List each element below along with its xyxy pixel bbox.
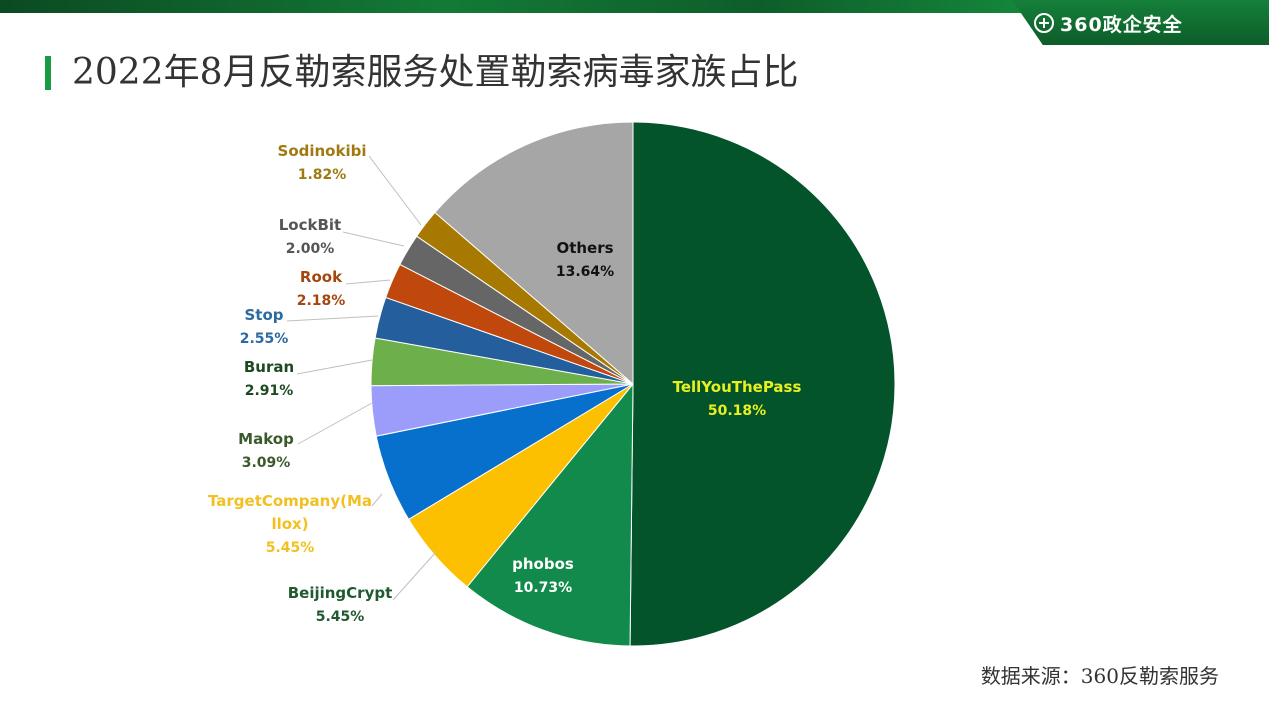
- top-banner: [0, 0, 1269, 13]
- label-name-stop: Stop: [244, 306, 283, 324]
- label-name-targetcompany-mallox: TargetCompany(Ma: [208, 492, 372, 510]
- brand-name: 360政企安全: [1060, 13, 1183, 36]
- title-accent-bar: [45, 56, 51, 90]
- label-name-makop: Makop: [238, 430, 294, 448]
- page-title: 2022年8月反勒索服务处置勒索病毒家族占比: [72, 52, 799, 93]
- label-name-phobos: phobos: [512, 555, 574, 573]
- label-value-buran: 2.91%: [245, 383, 294, 399]
- label-value-rook: 2.18%: [297, 293, 346, 309]
- label-value-phobos: 10.73%: [514, 580, 572, 596]
- label-value-lockbit: 2.00%: [286, 241, 335, 257]
- pie-slice-others: [434, 121, 634, 386]
- label-value-beijingcrypt: 5.45%: [316, 609, 365, 625]
- leader-line-sodinokibi: [368, 155, 422, 226]
- logo-tab: [1012, 0, 1269, 45]
- leader-line-rook: [345, 279, 391, 285]
- leader-line-buran: [296, 359, 373, 375]
- leader-line-lockbit: [342, 231, 405, 247]
- leader-line-targetcompany-mallox: [371, 493, 383, 507]
- brand-logo: 360政企安全: [1034, 9, 1183, 37]
- label-value-others: 13.64%: [556, 264, 614, 280]
- label-name-tellyouthepass: TellYouThePass: [673, 378, 802, 396]
- label-name-buran: Buran: [244, 358, 294, 376]
- leader-line-makop: [297, 402, 373, 445]
- label-name-beijingcrypt: BeijingCrypt: [288, 584, 393, 602]
- label-name-rook: Rook: [300, 268, 343, 286]
- label-name-others: Others: [556, 239, 613, 257]
- label-value-tellyouthepass: 50.18%: [708, 403, 766, 419]
- label-value-targetcompany-mallox: 5.45%: [266, 540, 315, 556]
- label-value-makop: 3.09%: [242, 455, 291, 471]
- label-name-cont-targetcompany-mallox: llox): [271, 515, 308, 533]
- pie-slice-phobos: [466, 382, 634, 647]
- label-value-stop: 2.55%: [240, 331, 289, 347]
- plus-circle-icon: [1034, 13, 1054, 33]
- leader-line-stop: [286, 315, 379, 322]
- label-name-sodinokibi: Sodinokibi: [278, 142, 367, 160]
- label-name-lockbit: LockBit: [279, 216, 341, 234]
- pie-slice-tellyouthepass: [629, 121, 896, 647]
- leader-line-beijingcrypt: [392, 551, 437, 601]
- data-source: 数据来源：360反勒索服务: [980, 664, 1219, 688]
- label-value-sodinokibi: 1.82%: [298, 167, 347, 183]
